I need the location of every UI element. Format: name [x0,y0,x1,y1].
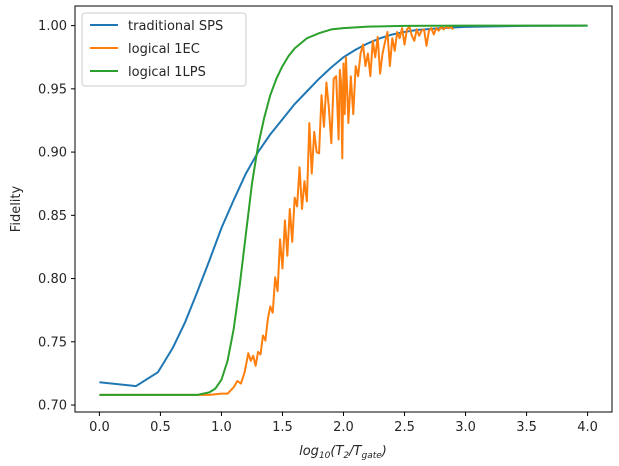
x-axis-label-tgate-subscript: gate [362,451,383,461]
x-tick-label: 2.5 [394,420,415,435]
y-axis-ticks: 0.70 0.75 0.80 0.85 0.90 0.95 1.00 [38,19,75,414]
x-tick-label: 4.0 [577,420,598,435]
x-tick-label: 2.0 [333,420,354,435]
x-axis-label-log-subscript: 10 [319,451,331,461]
x-tick-label: 0.0 [89,420,110,435]
x-axis-label-t2-subscript: 2 [343,451,349,461]
legend-label-logical-1ec: logical 1EC [128,42,200,57]
series-line-logical-1ec [99,25,455,396]
x-tick-label: 1.0 [211,420,232,435]
legend-box [81,12,247,87]
x-axis-label-tgate: T [354,444,363,459]
y-tick-label: 0.95 [38,82,67,97]
legend: traditional SPS logical 1EC logical 1LPS [81,12,247,87]
x-axis-label-close-paren: ) [381,444,387,459]
series-layer [99,24,588,396]
y-tick-label: 0.70 [38,399,67,414]
x-axis-ticks: 0.0 0.5 1.0 1.5 2.0 2.5 3.0 3.5 4.0 [89,412,598,435]
series-line-logical-1lps [99,24,588,396]
x-axis-label: log10(T2/Tgate) [299,444,387,461]
y-tick-label: 0.80 [38,272,67,287]
legend-label-traditional-sps: traditional SPS [128,19,223,34]
y-axis-label: Fidelity [9,185,24,232]
legend-label-logical-1lps: logical 1LPS [128,65,206,80]
x-tick-label: 3.0 [455,420,476,435]
x-tick-label: 0.5 [150,420,171,435]
x-axis-label-open-paren: ( [330,444,336,459]
x-axis-label-log: log [299,444,319,459]
x-axis-label-t2: T [335,444,344,459]
y-tick-label: 1.00 [38,19,67,34]
x-tick-label: 3.5 [516,420,537,435]
y-tick-label: 0.75 [38,335,67,350]
x-axis-label-slash: / [348,444,355,459]
y-tick-label: 0.90 [38,146,67,161]
x-tick-label: 1.5 [272,420,293,435]
y-tick-label: 0.85 [38,209,67,224]
